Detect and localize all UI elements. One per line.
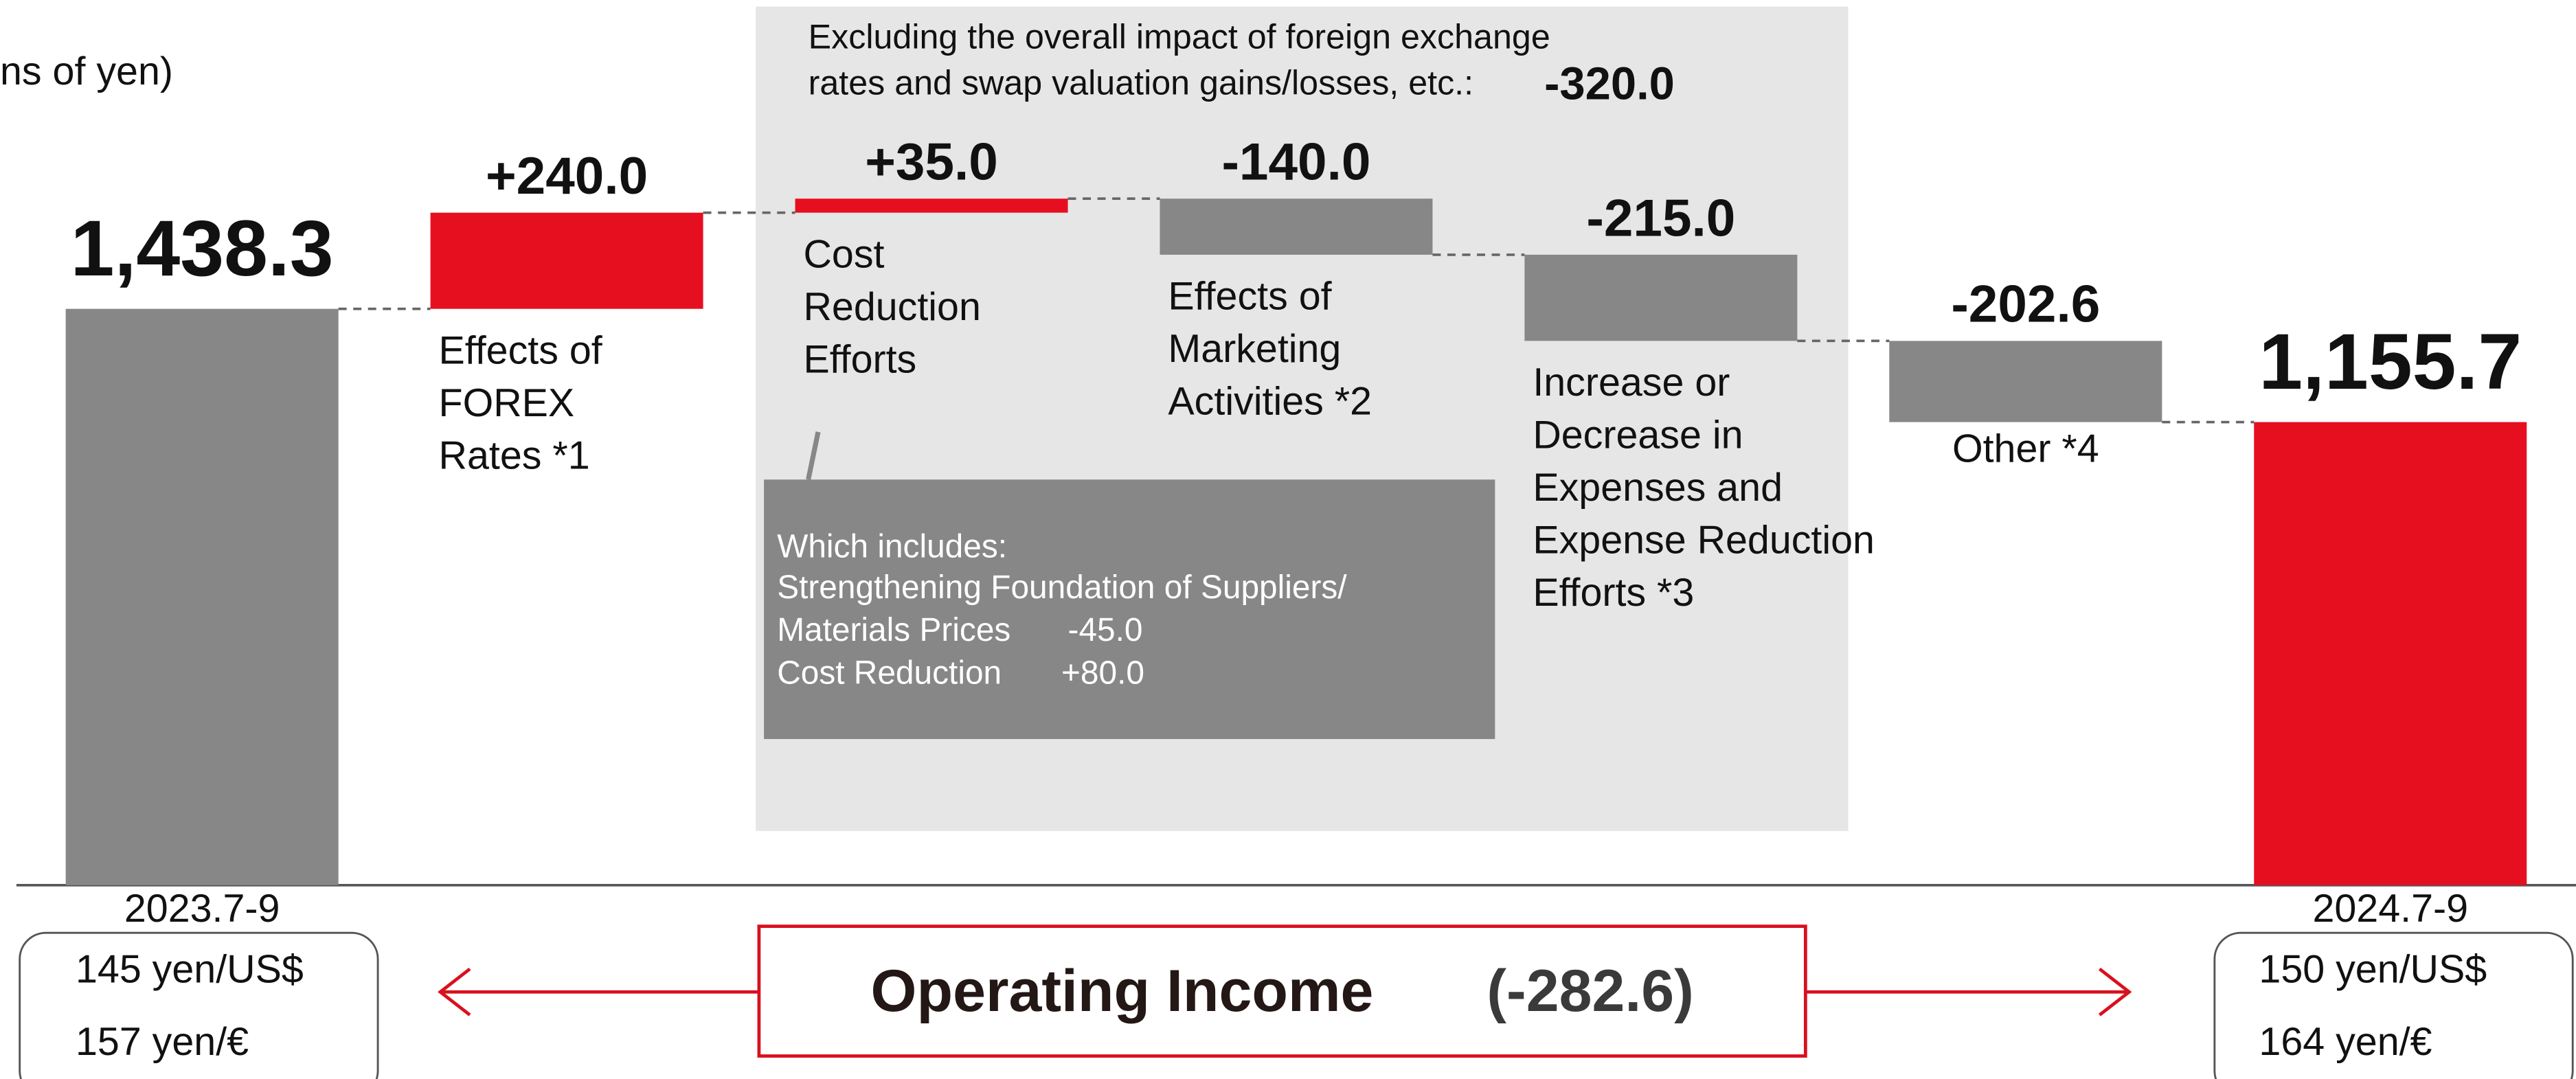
inner-note: +80.0	[1061, 655, 1144, 691]
value-label: +35.0	[865, 133, 998, 192]
category-label: Efforts *3	[1533, 571, 1694, 615]
category-label: Reduction	[803, 285, 980, 329]
category-label: Efforts	[803, 337, 916, 381]
summary-value: (-282.6)	[1487, 958, 1693, 1024]
category-label: Other *4	[1952, 427, 2099, 471]
category-label: Marketing	[1168, 327, 1341, 371]
rate-box	[19, 931, 379, 1079]
category-label: Effects of	[1168, 275, 1332, 319]
bar	[1889, 341, 2162, 422]
rate-text: 164 yen/€	[2259, 1020, 2432, 1064]
rate-text: 157 yen/€	[76, 1020, 249, 1064]
rate-text: 150 yen/US$	[2259, 948, 2487, 992]
bar	[65, 308, 339, 885]
category-label: Increase or	[1533, 361, 1730, 405]
inner-note: Strengthening Foundation of Suppliers/	[777, 569, 1347, 606]
value-label: 1,155.7	[2259, 318, 2522, 406]
unit-label: ns of yen)	[0, 49, 173, 93]
category-label: Expense Reduction	[1533, 519, 1875, 563]
value-label: -202.6	[1951, 275, 2100, 334]
inner-note: Which includes:	[777, 528, 1007, 565]
category-label: FOREX	[439, 381, 575, 425]
inner-note: -45.0	[1068, 612, 1143, 648]
bar	[795, 198, 1068, 213]
category-label: Rates *1	[439, 433, 590, 477]
value-label: -215.0	[1586, 189, 1735, 247]
bracket-note: Excluding the overall impact of foreign …	[809, 18, 1550, 56]
inner-note: Cost Reduction	[777, 655, 1002, 691]
category-label: Cost	[803, 232, 884, 276]
category-label: 2023.7-9	[124, 887, 280, 931]
category-label: Activities *2	[1168, 380, 1372, 424]
category-label: Decrease in	[1533, 413, 1743, 457]
category-label: 2024.7-9	[2312, 887, 2468, 931]
summary-label: Operating Income	[871, 958, 1374, 1024]
bar	[1524, 254, 1798, 341]
value-label: +240.0	[486, 147, 648, 205]
bracket-value: -320.0	[1544, 58, 1675, 109]
inner-note-box	[764, 479, 1495, 740]
bracket-note: rates and swap valuation gains/losses, e…	[809, 64, 1473, 102]
rate-box	[2213, 931, 2574, 1079]
rate-text: 145 yen/US$	[76, 948, 304, 992]
inner-note: Materials Prices	[777, 612, 1010, 648]
bar	[430, 212, 703, 309]
value-label: 1,438.3	[71, 205, 334, 293]
bar	[2254, 422, 2527, 885]
bar	[1160, 198, 1433, 255]
summary-box	[757, 924, 1807, 1058]
value-label: -140.0	[1221, 133, 1370, 192]
category-label: Effects of	[439, 328, 603, 372]
category-label: Expenses and	[1533, 466, 1783, 510]
callout-line	[806, 431, 821, 480]
arrows	[438, 967, 2132, 1016]
